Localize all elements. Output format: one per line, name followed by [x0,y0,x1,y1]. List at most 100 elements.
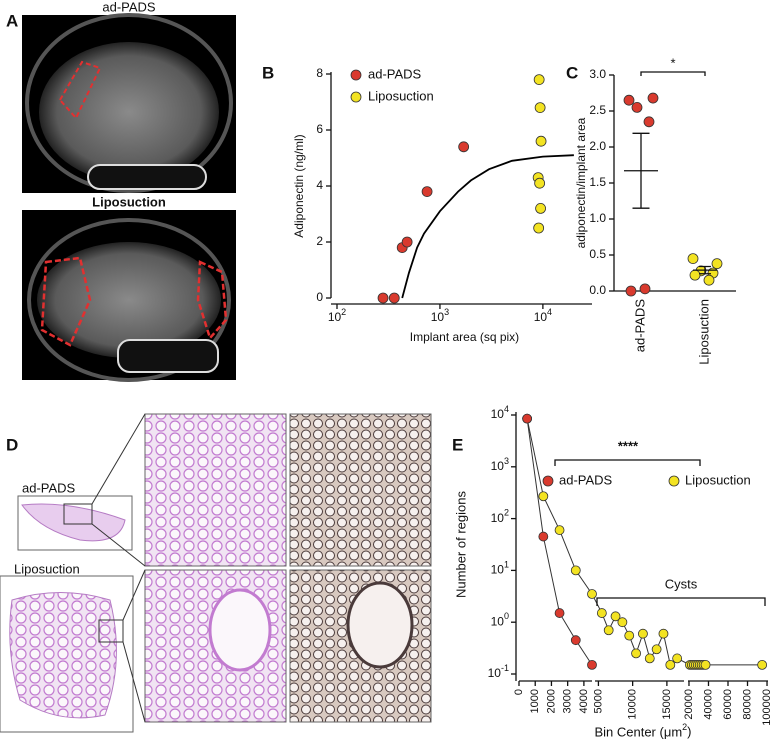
x-tick-label: 3000 [562,689,574,713]
data-point [570,635,581,646]
image-caption: Liposuction [14,561,80,576]
data-point [665,659,676,670]
ct-bed [87,164,207,190]
data-point [711,258,723,270]
data-point [554,608,565,618]
data-point [538,531,549,542]
y-tick-label: 8 [316,66,323,80]
x-tick-label: 40000 [702,689,714,720]
y-tick-label: 3.0 [589,67,606,81]
significance-label: **** [618,438,639,453]
x-tick-label: 60000 [722,689,734,720]
x-axis-label: Implant area (sq pix) [410,330,519,344]
data-point [388,292,400,304]
zoom-line [91,413,146,505]
y-axis-label: Number of regions [453,491,468,598]
ct-ring [25,13,233,193]
image-caption: Liposuction [92,194,166,209]
data-point [687,253,699,265]
x-tick-label: 102 [328,307,346,324]
data-point [534,177,546,189]
legend-label: Liposuction [685,472,751,487]
data-point [535,135,547,147]
data-point [631,102,643,113]
data-point [538,491,549,502]
y-tick-label: 103 [491,456,509,473]
zoom-box [98,619,124,643]
fit-curve [401,154,574,299]
image-caption: ad-PADS [102,0,156,14]
panel-label: B [262,63,274,82]
data-point [639,283,651,295]
x-tick-label: 100000 [761,689,773,726]
data-point [757,659,768,670]
data-point [644,653,655,664]
zoom-box [63,503,93,525]
y-axis-label: Adiponectin (ng/ml) [292,134,306,237]
x-tick-label: 2000 [545,689,557,713]
panel-label: A [6,11,18,30]
legend-marker [542,475,554,487]
y-tick-label: 0 [316,290,323,304]
zoom-line [91,523,146,567]
panel-label: D [6,435,18,454]
data-point [643,116,655,128]
data-point [631,648,641,659]
series-line [526,418,763,666]
data-point [610,611,621,622]
histology-stain [289,413,432,567]
x-tick-label: 15000 [661,689,673,720]
y-tick-label: 102 [491,508,509,525]
data-point [617,617,628,628]
data-point [689,269,701,281]
x-tick-label: ad-PADS [632,299,647,353]
data-point [533,222,545,234]
zoom-line [122,641,146,723]
x-tick-label: 4000 [578,689,590,713]
data-point [554,525,565,535]
data-point [570,565,581,576]
panel-label: E [452,435,463,454]
ct-body [39,42,219,182]
data-point [533,74,545,85]
ct-ring [27,218,231,382]
image-caption: ad-PADS [22,480,76,495]
y-tick-label: 2 [316,234,323,248]
x-tick-label: 104 [534,307,552,324]
data-point [623,94,635,106]
legend-marker [350,69,362,81]
data-point [703,274,715,286]
y-tick-label: 1.0 [589,211,606,225]
y-tick-label: 0.0 [589,283,606,297]
y-tick-label: 6 [316,122,323,136]
error-bar [699,265,711,275]
series-line [526,418,593,666]
x-tick-label: 20000 [683,689,695,720]
y-axis-label: adiponectin/implant area [574,117,588,248]
x-tick-label: 0 [513,689,525,695]
data-point [587,589,597,599]
data-point [658,628,669,639]
x-tick-label: 10000 [627,689,639,720]
y-tick-label: 2.0 [589,139,606,153]
data-point [638,628,648,639]
y-tick-label: 2.5 [589,103,606,117]
data-point [587,659,597,670]
implant-outline [40,256,92,347]
data-point [603,625,614,636]
x-tick-label: 80000 [741,689,753,720]
panel-label: C [566,63,578,82]
significance-label: * [670,55,675,70]
y-tick-label: 10-1 [488,663,509,680]
data-point [535,202,546,214]
x-tick-label: 103 [431,307,449,324]
data-point [401,236,413,248]
data-point [377,292,389,304]
histology-zoom [144,413,287,567]
x-tick-label: 5000 [592,689,604,713]
legend-marker [350,91,362,103]
data-point [522,413,533,424]
y-tick-label: 104 [491,404,509,421]
cysts-label: Cysts [665,576,698,591]
data-point [534,102,546,113]
